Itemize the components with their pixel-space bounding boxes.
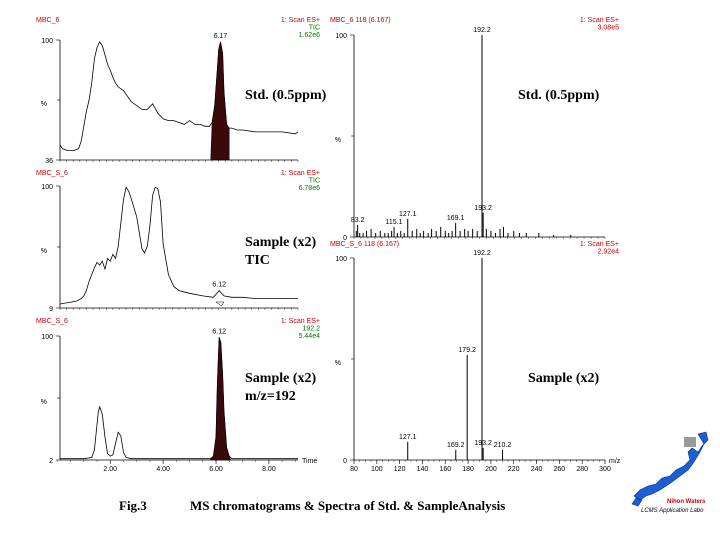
- x-tick-label: 8.00: [262, 466, 276, 473]
- sample-label: Std. (0.5ppm): [518, 88, 600, 103]
- x-tick-label: 280: [576, 466, 588, 473]
- spectrum-sample: MBC_S_6 118 (6.167) 1: Scan ES+2.92e4 100%…: [330, 241, 621, 473]
- y-tick-label: 100: [41, 184, 53, 191]
- x-tick-label: 240: [531, 466, 543, 473]
- plot-header-left: MBC_6: [36, 17, 59, 24]
- x-tick-label: 100: [371, 466, 383, 473]
- peak-label: 127.1: [399, 211, 417, 218]
- peak-label: 127.1: [399, 434, 417, 441]
- plot-header-right: 1: Scan ES+: [580, 17, 619, 24]
- chromatogram-sample-tic: MBC_S_6 1: Scan ES+TIC6.78e6100%96.12Samp…: [36, 170, 320, 313]
- y-tick-label: 100: [41, 38, 53, 45]
- x-tick-label: 260: [554, 466, 566, 473]
- peak-label: 169.1: [447, 215, 465, 222]
- plot-header-right: 1: Scan ES+: [580, 241, 619, 248]
- plot-header-left: MBC_6 118 (6.167): [330, 17, 391, 24]
- integrated-peak-area: [210, 41, 230, 161]
- peak-label: 192.2: [473, 27, 491, 34]
- peak-label: 193.2: [474, 440, 492, 447]
- x-tick-label: 2.00: [103, 466, 117, 473]
- x-tick-label: 160: [439, 466, 451, 473]
- y-tick-label: 0: [343, 458, 347, 465]
- x-tick-label: 220: [508, 466, 520, 473]
- y-tick-label: 100: [335, 256, 347, 263]
- integrated-peak-area: [210, 337, 231, 461]
- caption-fig-number: Fig.3: [119, 498, 147, 513]
- sample-label: Std. (0.5ppm): [245, 88, 327, 103]
- y-tick-label: 100: [41, 334, 53, 341]
- plot-header-right: 1: Scan ES+: [281, 170, 320, 177]
- x-axis-label: Time: [302, 458, 317, 465]
- caption-title: MS chromatograms & Spectra of Std. & Sam…: [190, 498, 505, 513]
- x-tick-label: 200: [485, 466, 497, 473]
- sample-label: m/z=192: [245, 389, 296, 404]
- peak-label: 83.2: [351, 217, 365, 224]
- x-axis-label: m/z: [609, 458, 621, 465]
- x-tick-label: 4.00: [156, 466, 170, 473]
- y-axis-label: %: [335, 137, 341, 144]
- small-peak-marker: [215, 301, 225, 307]
- plot-header-right: 6.78e6: [299, 185, 321, 192]
- japan-map-logo: Nihon Waters LCMS Application Labo: [631, 431, 709, 514]
- peak-label: 210.2: [494, 442, 512, 449]
- logo-subtitle: LCMS Application Labo: [641, 508, 704, 514]
- peak-label: 193.2: [474, 205, 492, 212]
- y-axis-label: %: [41, 248, 47, 255]
- map-highlight: [684, 437, 696, 447]
- plot-header-right: 3.08e5: [598, 25, 620, 32]
- sample-label: Sample (x2): [528, 371, 600, 386]
- chromatogram-sample-mz192: MBC_S_6 1: Scan ES+192.25.44e4 100% 2 2.00 4.…: [36, 318, 320, 473]
- x-tick-label: 80: [350, 466, 358, 473]
- y-tick-label: 36: [45, 158, 53, 165]
- trace-line: [59, 186, 298, 305]
- plot-header-right: 2.92e4: [598, 249, 620, 256]
- y-tick-label: 2: [49, 458, 53, 465]
- plot-header-left: MBC_S_6: [36, 170, 68, 177]
- plot-header-right: 1: Scan ES+: [281, 318, 320, 325]
- sample-label: TIC: [245, 253, 270, 268]
- y-axis-label: %: [41, 101, 47, 108]
- plot-header-left: MBC_S_6 118 (6.167): [330, 241, 399, 248]
- x-tick-label: 140: [417, 466, 429, 473]
- plot-header-right: 192.2: [302, 326, 320, 333]
- peak-label: 6.12: [212, 328, 226, 335]
- plot-header-left: MBC_S_6: [36, 318, 68, 325]
- plot-header-right: TIC: [309, 25, 320, 32]
- peak-label: 6.17: [214, 33, 228, 40]
- y-axis-label: %: [41, 399, 47, 406]
- logo-brand: Nihon Waters: [667, 499, 706, 505]
- y-axis-label: %: [335, 360, 341, 367]
- x-tick-label: 180: [462, 466, 474, 473]
- y-tick-label: 9: [49, 306, 53, 313]
- plot-header-right: 5.44e4: [299, 333, 321, 340]
- peak-label: 115.1: [386, 219, 403, 226]
- sample-label: Sample (x2): [245, 235, 317, 250]
- x-tick-label: 120: [394, 466, 406, 473]
- plot-header-right: 1: Scan ES+: [281, 17, 320, 24]
- spectrum-std: MBC_6 118 (6.167) 1: Scan ES+3.08e5 100% 0 8…: [330, 17, 619, 242]
- plot-header-right: TIC: [309, 178, 320, 185]
- sample-label: Sample (x2): [245, 371, 317, 386]
- plot-header-right: 1.62e6: [299, 32, 321, 39]
- peak-label: 192.2: [473, 250, 491, 257]
- y-tick-label: 0: [343, 235, 347, 242]
- peak-label: 6.12: [212, 282, 226, 289]
- x-tick-label: 300: [599, 466, 611, 473]
- japan-map-shape: [631, 431, 709, 507]
- y-tick-label: 100: [335, 33, 347, 40]
- peak-label: 169.2: [447, 442, 465, 449]
- peak-label: 179.2: [458, 347, 476, 354]
- x-tick-label: 6.00: [209, 466, 223, 473]
